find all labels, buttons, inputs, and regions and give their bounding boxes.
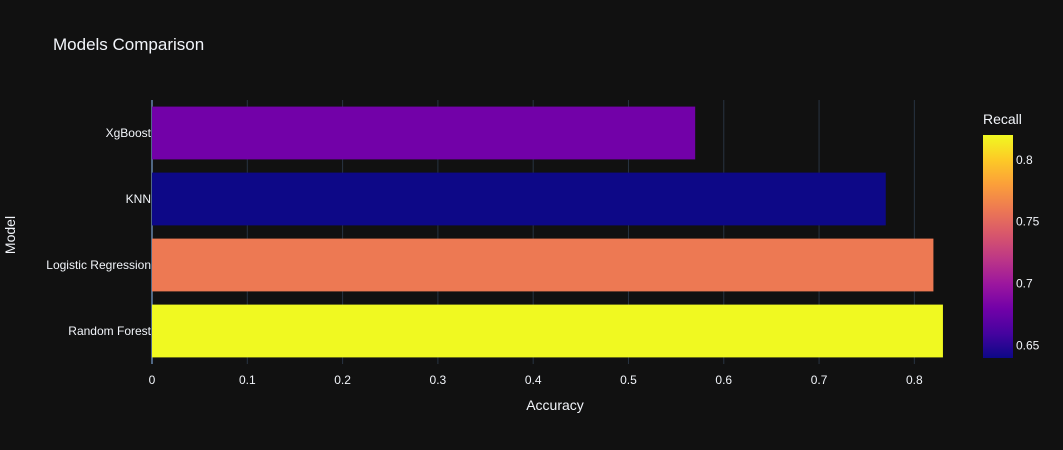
x-tick-label: 0.1 [239, 373, 256, 387]
colorbar-tick-label: 0.75 [1016, 215, 1040, 229]
y-tick-label: Logistic Regression [46, 258, 151, 272]
x-axis-title: Accuracy [526, 397, 584, 413]
colorbar-tick-label: 0.7 [1016, 277, 1033, 291]
x-tick-label: 0.5 [620, 373, 637, 387]
bar-random-forest[interactable] [152, 304, 943, 358]
bar-logistic-regression[interactable] [152, 238, 934, 292]
y-axis-title: Model [2, 216, 18, 254]
colorbar-tick-label: 0.8 [1016, 153, 1033, 167]
chart-title: Models Comparison [53, 35, 204, 54]
x-tick-label: 0.4 [525, 373, 542, 387]
colorbar-tick-label: 0.65 [1016, 339, 1040, 353]
x-tick-label: 0.3 [430, 373, 447, 387]
x-tick-label: 0.2 [334, 373, 351, 387]
x-tick-label: 0.6 [715, 373, 732, 387]
bar-xgboost[interactable] [152, 106, 696, 160]
y-tick-label: KNN [126, 192, 151, 206]
y-tick-label: XgBoost [106, 126, 152, 140]
colorbar-title: Recall [983, 111, 1022, 127]
y-tick-label: Random Forest [68, 324, 151, 338]
x-tick-label: 0.7 [811, 373, 828, 387]
x-axis-ticks: 0 0.1 0.2 0.3 0.4 0.5 0.6 0.7 0.8 [149, 373, 923, 387]
bars [152, 106, 943, 358]
bar-knn[interactable] [152, 172, 886, 226]
x-tick-label: 0 [149, 373, 156, 387]
colorbar: Recall 0.65 0.7 0.75 0.8 [983, 111, 1040, 358]
colorbar-gradient [983, 135, 1013, 358]
y-axis-ticks: XgBoost KNN Logistic Regression Random Fore… [46, 126, 151, 338]
colorbar-ticks: 0.65 0.7 0.75 0.8 [1016, 153, 1040, 353]
x-tick-label: 0.8 [906, 373, 923, 387]
